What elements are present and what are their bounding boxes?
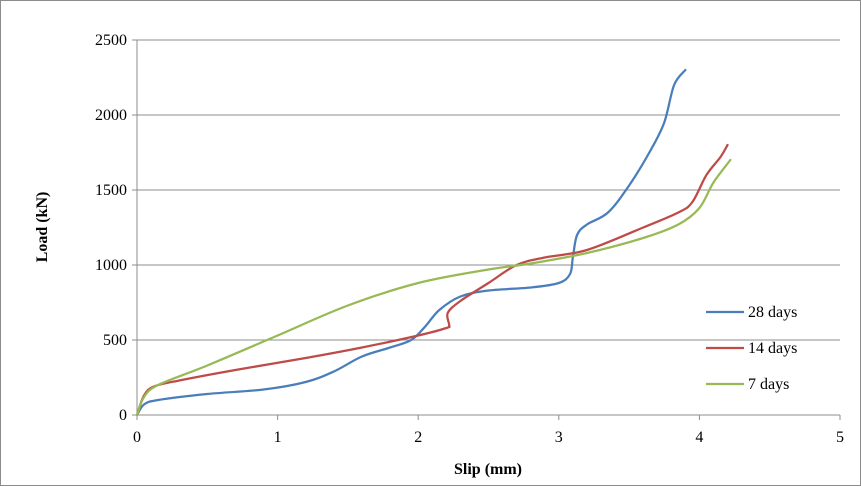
- y-tick-label: 2500: [95, 32, 127, 49]
- gridlines: [137, 39, 840, 341]
- y-tick-label: 1000: [95, 257, 127, 274]
- y-tick-label: 0: [119, 407, 127, 424]
- legend: 28 days 14 days 7 days: [706, 304, 797, 393]
- series-line-2: [135, 143, 729, 417]
- series-lines: [135, 68, 732, 417]
- y-tick-label: 500: [103, 332, 127, 349]
- legend-label-3: 7 days: [748, 376, 789, 393]
- y-axis-title: Load (kN): [34, 192, 51, 263]
- x-tick-label: 1: [274, 429, 282, 446]
- x-tick-label: 3: [555, 429, 563, 446]
- x-tick-label: 4: [695, 429, 703, 446]
- x-tick-label: 2: [414, 429, 422, 446]
- legend-label-2: 14 days: [748, 340, 797, 357]
- axes: 0 500 1000 1500 2000 2500 0 1 2 3 4 5: [95, 32, 844, 446]
- series-line-3: [135, 158, 732, 417]
- legend-label-1: 28 days: [748, 304, 797, 321]
- series-line-1: [135, 68, 687, 417]
- x-tick-label: 0: [133, 429, 141, 446]
- y-tick-label: 2000: [95, 107, 127, 124]
- x-axis-title: Slip (mm): [454, 461, 522, 478]
- y-tick-label: 1500: [95, 182, 127, 199]
- x-tick-label: 5: [836, 429, 844, 446]
